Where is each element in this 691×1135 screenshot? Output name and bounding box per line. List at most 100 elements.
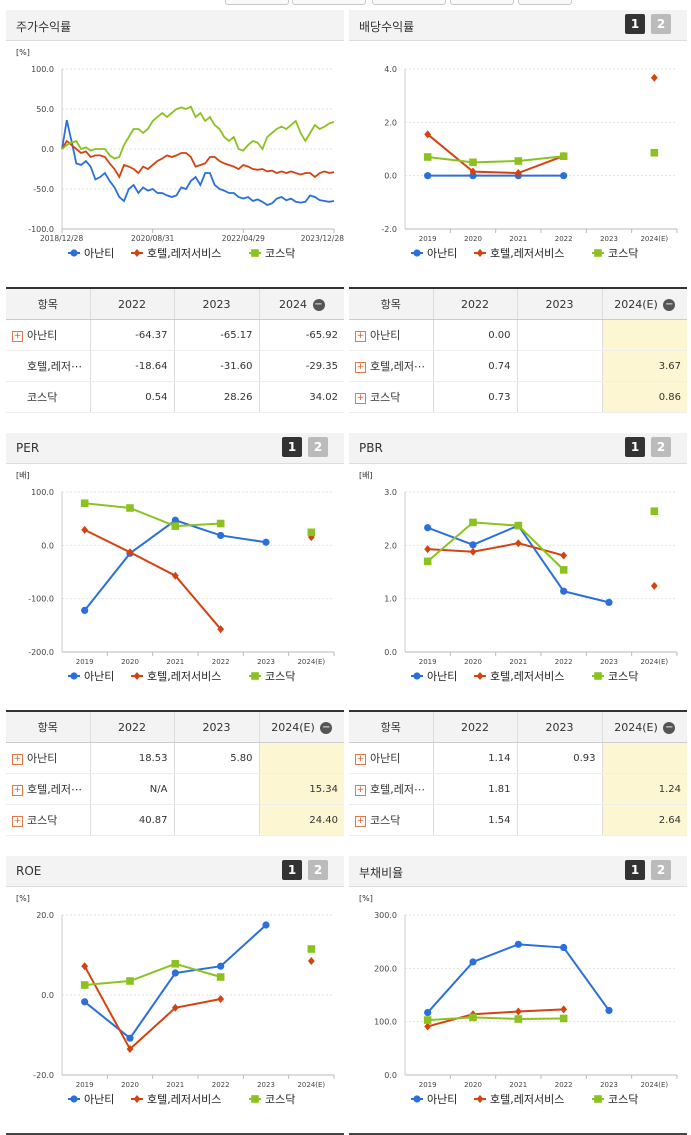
series-line-2 <box>61 139 335 180</box>
series-line <box>84 528 222 630</box>
value-cell: N/A <box>89 773 174 805</box>
value-cell: -65.92 <box>258 319 344 351</box>
debt-ratio-chart: [%] 300.0 200.0 100.0 0.0 2019 2020 2021 2022 202… <box>349 887 687 1135</box>
legend-marker <box>251 1095 259 1103</box>
toolbar-button[interactable] <box>450 0 514 5</box>
series-line <box>427 133 565 175</box>
chart-view-1-button[interactable]: 1 <box>282 860 302 880</box>
chart-view-2-button[interactable]: 2 <box>651 437 671 457</box>
panel-header: PBR 1 2 <box>349 433 687 464</box>
legend-marker <box>594 249 602 257</box>
series-line <box>84 502 221 528</box>
expand-plus-icon[interactable]: + <box>355 392 366 404</box>
series-2 <box>81 957 315 1053</box>
per-table: 항목 2022 2023 2024(E) − + 아난티 18.53 5.80 + 호텔,… <box>6 710 344 836</box>
collapse-minus-icon[interactable]: − <box>312 298 325 311</box>
data-point <box>307 945 316 953</box>
x-tick-label: 2022 <box>555 658 573 666</box>
data-point <box>126 1034 134 1042</box>
x-tick-label: 2020 <box>464 235 482 243</box>
data-point <box>216 519 225 528</box>
chart-view-1-button[interactable]: 1 <box>625 860 645 880</box>
toolbar-button[interactable] <box>372 0 446 5</box>
expand-plus-icon[interactable]: + <box>12 330 23 342</box>
row-label: 코스닥 <box>27 391 58 404</box>
data-point <box>307 957 315 965</box>
x-tick-label: 2020 <box>121 658 139 666</box>
legend-label: 호텔,레저서비스 <box>490 670 564 683</box>
stock-return-table: 항목 2022 2023 2024 − + 아난티 -64.37 -65.17 -65.… <box>6 287 344 413</box>
chart-svg: [배]100.0 0.0 -100.0 -200.0 2019 2020 2021 2022 2… <box>6 471 344 712</box>
data-point <box>81 525 89 534</box>
expand-plus-icon[interactable]: + <box>355 361 366 373</box>
data-point <box>81 962 89 971</box>
value-cell <box>516 381 602 413</box>
chart-view-1-button[interactable]: 1 <box>625 437 645 457</box>
x-tick-label: 2024(E) <box>640 1081 668 1089</box>
legend-label: 아난티 <box>427 1093 457 1106</box>
data-point <box>514 521 523 530</box>
y-tick-label: -20.0 <box>33 1071 54 1080</box>
toolbar-button[interactable] <box>225 0 289 5</box>
y-tick-label: 0.0 <box>384 648 397 657</box>
toolbar-button[interactable] <box>518 0 572 5</box>
expand-plus-icon[interactable]: + <box>12 815 23 827</box>
series-1 <box>81 516 270 614</box>
column-header: 2023 <box>173 288 259 320</box>
panel-header: 부채비율 1 2 <box>349 856 687 887</box>
pbr-chart: [배] 3.0 2.0 1.0 0.0 2019 2020 2021 2022 2023 2024(… <box>349 464 687 712</box>
series-1 <box>81 921 270 1042</box>
legend-label: 호텔,레저서비스 <box>147 670 221 683</box>
chart-view-2-button[interactable]: 2 <box>651 860 671 880</box>
expand-plus-icon[interactable]: + <box>12 753 23 765</box>
data-point <box>514 940 522 948</box>
row-label-cell: + 호텔,레저⋯ <box>349 773 433 805</box>
chart-view-1-button[interactable]: 1 <box>625 14 645 34</box>
y-tick-label: -100.0 <box>28 225 54 234</box>
collapse-minus-icon[interactable]: − <box>663 298 676 311</box>
y-tick-label: 100.0 <box>31 488 54 497</box>
x-tick-label: 2020/08/31 <box>131 234 174 243</box>
legend-marker <box>70 249 78 257</box>
x-tick-label: 2023 <box>600 235 618 243</box>
y-tick-label: 100.0 <box>31 65 54 74</box>
series-3 <box>423 1013 568 1024</box>
x-tick-label: 2021 <box>509 235 527 243</box>
series-line <box>426 943 610 1014</box>
expand-plus-icon[interactable]: + <box>355 815 366 827</box>
series-3 <box>423 148 659 167</box>
row-label: 아난티 <box>27 752 58 765</box>
chart-view-2-button[interactable]: 2 <box>308 437 328 457</box>
chart-view-1-button[interactable]: 1 <box>282 437 302 457</box>
toolbar-button[interactable] <box>292 0 366 5</box>
panel-title: 배당수익률 <box>359 20 415 34</box>
expand-plus-icon[interactable]: + <box>355 753 366 765</box>
data-point <box>605 598 613 606</box>
chart-view-2-button[interactable]: 2 <box>308 860 328 880</box>
table-row: + 호텔,레저⋯ N/A 15.34 <box>6 773 344 805</box>
collapse-minus-icon[interactable]: − <box>663 721 676 734</box>
row-label: 코스닥 <box>370 391 401 404</box>
collapse-minus-icon[interactable]: − <box>320 721 333 734</box>
row-label-cell: + 호텔,레저⋯ <box>349 350 433 382</box>
data-point <box>514 1015 523 1023</box>
legend-marker <box>476 672 484 680</box>
data-point <box>423 557 432 566</box>
expand-plus-icon[interactable]: + <box>355 784 366 796</box>
data-point <box>560 172 568 180</box>
expand-plus-icon[interactable]: + <box>355 330 366 342</box>
data-point <box>216 973 225 981</box>
legend-label: 아난티 <box>84 247 114 260</box>
panel-title: PER <box>16 441 40 455</box>
x-tick-label: 2022 <box>212 658 230 666</box>
chart-view-2-button[interactable]: 2 <box>651 14 671 34</box>
x-tick-label: 2022 <box>555 235 573 243</box>
data-point <box>560 587 568 595</box>
expand-plus-icon[interactable]: + <box>12 784 23 796</box>
column-header-label: 2024(E) <box>614 297 658 311</box>
panel-header: 주가수익률 <box>6 10 344 41</box>
data-point <box>171 969 179 977</box>
value-cell <box>516 319 602 351</box>
y-tick-label: 50.0 <box>36 105 54 114</box>
x-tick-label: 2023/12/28 <box>301 234 344 243</box>
